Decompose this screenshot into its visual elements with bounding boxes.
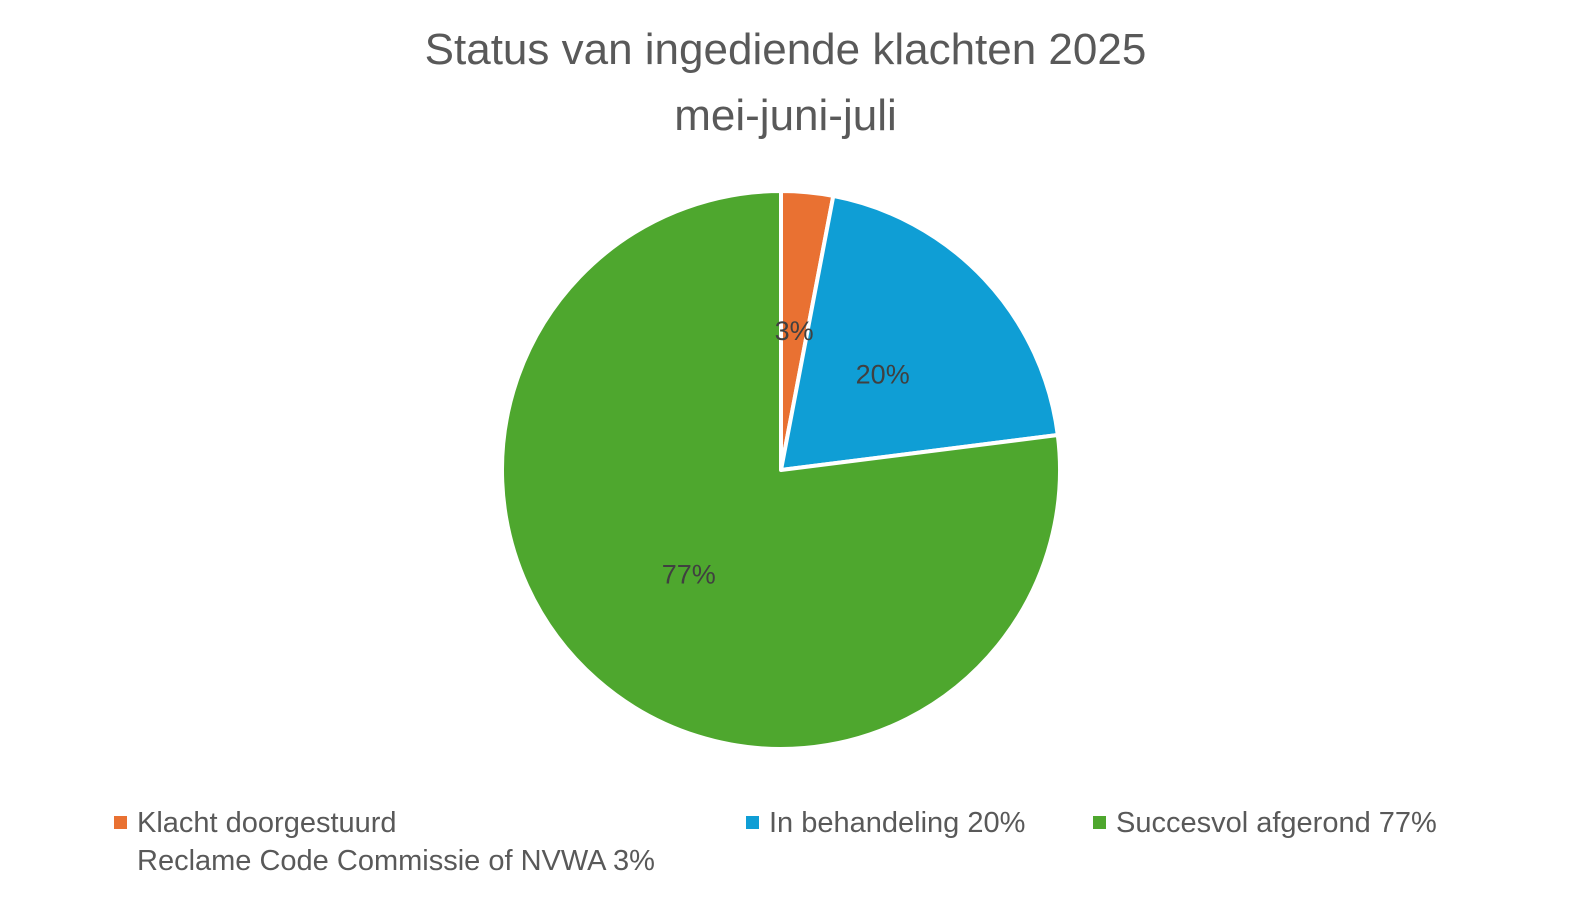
- legend-label-line: Reclame Code Commissie of NVWA 3%: [137, 845, 655, 877]
- legend-swatch: [746, 816, 759, 829]
- pie-slice-succesvol-afgerond: [500, 189, 1062, 751]
- legend-item-succesvol-afgerond: Succesvol afgerond 77%: [1093, 804, 1437, 842]
- legend-swatch: [114, 816, 127, 829]
- legend-item-klacht-doorgestuurd: Klacht doorgestuurd Reclame Code Commiss…: [114, 804, 655, 880]
- chart-subtitle: mei-juni-juli: [674, 91, 897, 140]
- legend-item-in-behandeling: In behandeling 20%: [746, 804, 1025, 842]
- data-label-in-behandeling: 20%: [856, 360, 910, 390]
- chart-title: Status van ingediende klachten 2025: [424, 25, 1147, 74]
- data-label-klacht-doorgestuurd: 3%: [775, 316, 814, 346]
- legend-label-line: In behandeling 20%: [769, 807, 1026, 839]
- legend-label-line: Klacht doorgestuurd: [137, 807, 397, 839]
- data-label-succesvol-afgerond: 77%: [662, 560, 716, 590]
- legend-label-line: Succesvol afgerond 77%: [1116, 807, 1437, 839]
- legend-swatch: [1093, 816, 1106, 829]
- pie-slice-in-behandeling: [779, 193, 1060, 472]
